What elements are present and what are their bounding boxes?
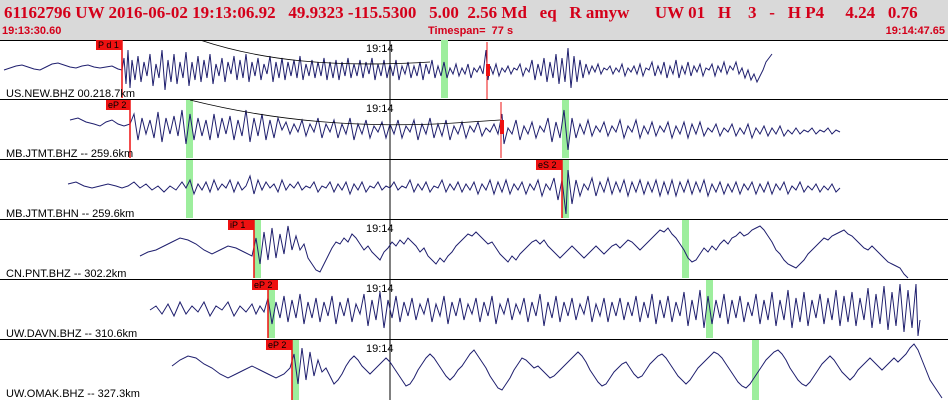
time-tick-label: 19:14 [366, 343, 394, 355]
pick-label: eP 2 [254, 280, 272, 290]
time-tick-label: 19:14 [366, 43, 394, 55]
window-marker [292, 340, 299, 400]
window-marker [186, 100, 193, 158]
trace-row-5[interactable]: eP 2 19:14 UW.DAVN.BHZ -- 310.6km [0, 280, 948, 340]
trace-label: UW.OMAK.BHZ -- 327.3km [6, 388, 140, 400]
trace-waveform [149, 283, 921, 337]
trace-label: MB.JTMT.BHZ -- 259.6km [6, 148, 133, 160]
trace-waveform [171, 343, 943, 399]
trace-row-6[interactable]: eP 2 19:14 UW.OMAK.BHZ -- 327.3km [6, 340, 943, 400]
travel-time-curve [189, 99, 501, 126]
end-time-label: 19:14:47.65 [885, 25, 945, 37]
trace-row-2[interactable]: eP 2 19:14 MB.JTMT.BHZ -- 259.6km [0, 99, 948, 160]
window-marker [268, 280, 275, 338]
time-tick-label: 19:14 [366, 223, 394, 235]
window-marker [752, 340, 759, 400]
window-marker [682, 220, 689, 278]
trace-row-3[interactable]: eS 2 MB.JTMT.BHN -- 259.6km [0, 160, 948, 220]
event-header: 61162796 UW 2016-06-02 19:13:06.92 49.93… [0, 0, 948, 40]
trace-waveform [69, 109, 841, 151]
trace-label: CN.PNT.BHZ -- 302.2km [6, 268, 126, 280]
trace-label: US.NEW.BHZ 00.218.7km [6, 88, 135, 100]
pick-label: eP 2 [108, 100, 126, 110]
start-time-label: 19:13:30.60 [2, 25, 62, 37]
travel-time-curve [199, 40, 431, 65]
trace-waveform [139, 225, 909, 279]
phase-mark [486, 64, 490, 76]
pick-label-box[interactable] [252, 280, 278, 290]
trace-row-4[interactable]: iP 1 19:14 CN.PNT.BHZ -- 302.2km [0, 220, 948, 280]
time-tick-label: 19:14 [366, 103, 394, 115]
seismogram-panel[interactable]: P d 1 19:14 US.NEW.BHZ 00.218.7km eP 2 1… [0, 40, 948, 400]
pick-label: iP 1 [230, 220, 245, 230]
pick-label: eP 2 [268, 340, 286, 350]
pick-label: eS 2 [538, 160, 557, 170]
window-marker [562, 160, 569, 218]
window-marker [441, 40, 448, 98]
pick-label-box[interactable] [266, 340, 292, 350]
pick-label-box[interactable] [106, 100, 130, 110]
timespan-label: Timespan= 77 s [428, 25, 514, 37]
trace-label: MB.JTMT.BHN -- 259.6km [6, 208, 134, 220]
event-summary-title: 61162796 UW 2016-06-02 19:13:06.92 49.93… [4, 3, 918, 22]
trace-waveform [3, 47, 773, 91]
trace-label: UW.DAVN.BHZ -- 310.6km [6, 328, 137, 340]
trace-row-1[interactable]: P d 1 19:14 US.NEW.BHZ 00.218.7km [0, 40, 948, 100]
pick-label-box[interactable] [96, 40, 122, 50]
pick-label-box[interactable] [228, 220, 254, 230]
pick-label: P d 1 [98, 40, 119, 50]
phase-mark [500, 120, 504, 134]
window-marker [186, 160, 193, 218]
trace-waveform [67, 169, 841, 215]
pick-label-box[interactable] [536, 160, 562, 170]
time-tick-label: 19:14 [366, 283, 394, 295]
